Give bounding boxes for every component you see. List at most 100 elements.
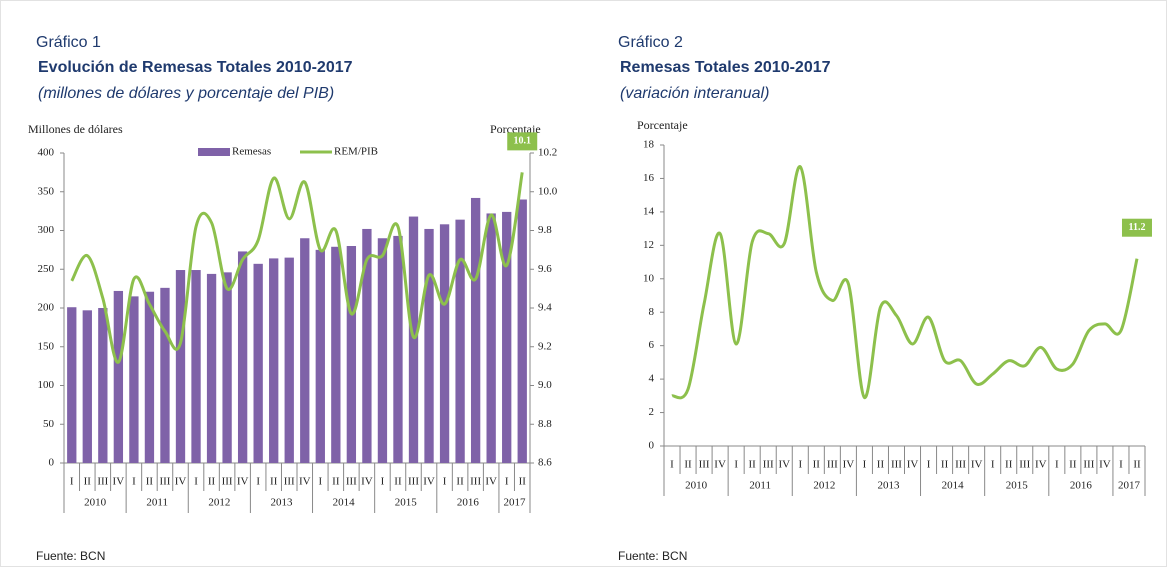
x-group-label: 2014	[333, 497, 356, 509]
bar	[424, 228, 434, 463]
value-label-box	[507, 132, 538, 151]
x-tick-label: IV	[971, 459, 983, 471]
y-tick-label: 350	[38, 185, 55, 197]
x-tick-label: I	[1119, 459, 1123, 471]
x-tick-label: I	[194, 476, 198, 488]
bar	[284, 257, 294, 463]
y-tick-label: 2	[649, 406, 655, 418]
x-group-label: 2017	[503, 497, 526, 509]
source: Fuente: BCN	[36, 549, 105, 563]
bar	[206, 273, 217, 463]
bar	[377, 238, 388, 463]
bar	[315, 249, 325, 463]
y-tick-label: 10	[643, 272, 655, 284]
x-group-label: 2011	[749, 480, 771, 492]
x-tick-label: II	[456, 476, 464, 488]
x-tick-label: III	[891, 459, 902, 471]
x-tick-label: I	[256, 476, 260, 488]
x-group-label: 2015	[395, 497, 418, 509]
x-tick-label: II	[877, 459, 885, 471]
bar	[439, 224, 450, 463]
y-tick-label: 8	[649, 306, 655, 318]
x-group-label: 2012	[208, 497, 230, 509]
x-tick-label: IV	[1035, 459, 1047, 471]
x-tick-label: IV	[843, 459, 855, 471]
x-group-label: 2014	[942, 480, 965, 492]
x-tick-label: IV	[361, 476, 373, 488]
line	[70, 172, 524, 364]
y-tick-label: 6	[649, 339, 655, 351]
bar	[175, 270, 186, 463]
y2-tick-label: 9.2	[538, 340, 552, 352]
x-tick-label: II	[684, 459, 692, 471]
x-tick-label: III	[346, 476, 357, 488]
x-tick-label: III	[827, 459, 838, 471]
bar	[144, 291, 155, 463]
y-tick-label: 300	[38, 224, 55, 236]
x-tick-label: I	[927, 459, 931, 471]
x-tick-label: II	[394, 476, 402, 488]
chart-subtitle: (variación interanual)	[620, 85, 769, 102]
x-tick-label: II	[146, 476, 154, 488]
x-tick-label: II	[1069, 459, 1077, 471]
source: Fuente: BCN	[618, 549, 687, 563]
x-tick-label: I	[443, 476, 447, 488]
x-group-label: 2017	[1118, 480, 1141, 492]
bar	[191, 270, 201, 463]
x-tick-label: I	[991, 459, 995, 471]
x-tick-label: I	[863, 459, 867, 471]
x-tick-label: IV	[485, 476, 497, 488]
x-tick-label: III	[1019, 459, 1030, 471]
y-tick-label: 0	[49, 457, 55, 469]
bar	[129, 296, 139, 463]
x-tick-label: II	[270, 476, 278, 488]
x-group-label: 2016	[457, 497, 480, 509]
bar	[517, 199, 527, 463]
y2-tick-label: 9.4	[538, 302, 552, 314]
value-label: 10.1	[513, 136, 531, 147]
x-tick-label: II	[749, 459, 757, 471]
y2-tick-label: 10.0	[538, 185, 558, 197]
x-tick-label: I	[1055, 459, 1059, 471]
x-tick-label: I	[505, 476, 509, 488]
x-tick-label: I	[318, 476, 322, 488]
x-tick-label: IV	[907, 459, 919, 471]
bar	[455, 219, 465, 463]
bar	[393, 235, 403, 463]
x-group-label: 2016	[1070, 480, 1093, 492]
bar	[331, 246, 341, 463]
x-group-label: 2012	[813, 480, 835, 492]
x-group-label: 2013	[877, 480, 900, 492]
x-tick-label: III	[955, 459, 966, 471]
y-tick-label: 100	[38, 379, 55, 391]
x-tick-label: I	[670, 459, 674, 471]
x-tick-label: II	[813, 459, 821, 471]
bar	[237, 251, 248, 463]
y-tick-label: 0	[649, 440, 655, 452]
bar	[408, 216, 419, 463]
y-tick-label: 12	[643, 239, 654, 251]
y-tick-label: 18	[643, 139, 655, 151]
y2-tick-label: 9.0	[538, 379, 552, 391]
value-label: 11.2	[1129, 222, 1146, 233]
bar	[362, 228, 372, 463]
bar	[253, 263, 263, 463]
x-tick-label: IV	[1099, 459, 1111, 471]
bar	[98, 308, 108, 463]
x-tick-label: II	[941, 459, 949, 471]
legend-label: REM/PIB	[334, 146, 378, 158]
bar	[160, 287, 170, 463]
y2-tick-label: 10.2	[538, 147, 557, 159]
y-tick-label: 400	[38, 147, 55, 159]
x-tick-label: III	[159, 476, 170, 488]
x-tick-label: IV	[113, 476, 125, 488]
x-tick-label: III	[1083, 459, 1094, 471]
bar	[67, 307, 77, 463]
bar	[269, 258, 279, 463]
y-tick-label: 200	[38, 302, 55, 314]
y-tick-label: 250	[38, 263, 55, 275]
x-tick-label: II	[84, 476, 92, 488]
chart-label: Gráfico 1	[36, 34, 101, 51]
x-tick-label: III	[97, 476, 108, 488]
